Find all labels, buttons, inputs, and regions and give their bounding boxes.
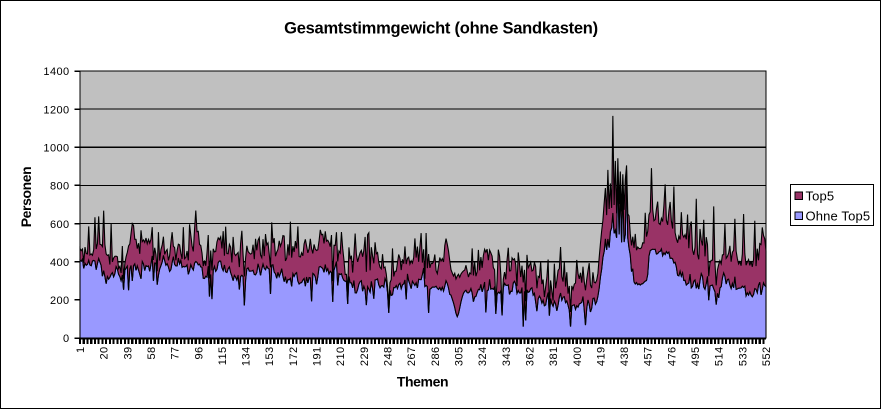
svg-text:Themen: Themen xyxy=(397,374,448,390)
svg-text:200: 200 xyxy=(50,295,70,307)
svg-text:495: 495 xyxy=(690,347,702,367)
svg-text:77: 77 xyxy=(170,347,182,360)
svg-text:514: 514 xyxy=(714,347,726,367)
svg-text:172: 172 xyxy=(288,347,300,367)
svg-text:533: 533 xyxy=(737,347,749,367)
svg-text:362: 362 xyxy=(524,347,536,367)
svg-text:153: 153 xyxy=(264,347,276,367)
svg-text:1200: 1200 xyxy=(43,104,69,116)
svg-text:324: 324 xyxy=(477,347,489,367)
svg-text:457: 457 xyxy=(643,347,655,367)
svg-text:229: 229 xyxy=(359,347,371,367)
svg-text:552: 552 xyxy=(761,347,773,367)
svg-text:248: 248 xyxy=(383,347,395,367)
svg-text:381: 381 xyxy=(548,347,560,367)
svg-text:600: 600 xyxy=(50,219,70,231)
svg-text:20: 20 xyxy=(99,347,111,360)
svg-text:800: 800 xyxy=(50,181,70,193)
svg-text:438: 438 xyxy=(619,347,631,367)
svg-text:400: 400 xyxy=(50,257,70,269)
svg-text:343: 343 xyxy=(501,347,513,367)
svg-text:134: 134 xyxy=(241,347,253,367)
svg-text:58: 58 xyxy=(146,347,158,360)
svg-text:1: 1 xyxy=(75,347,87,354)
svg-text:Gesamtstimmgewicht (ohne Sandk: Gesamtstimmgewicht (ohne Sandkasten) xyxy=(284,20,598,38)
svg-text:Ohne Top5: Ohne Top5 xyxy=(806,209,871,224)
svg-text:Top5: Top5 xyxy=(806,189,835,204)
svg-text:419: 419 xyxy=(595,347,607,367)
svg-text:400: 400 xyxy=(572,347,584,367)
svg-text:39: 39 xyxy=(122,347,134,360)
svg-text:1400: 1400 xyxy=(43,66,69,78)
svg-text:96: 96 xyxy=(193,347,205,360)
svg-text:1000: 1000 xyxy=(43,142,69,154)
svg-text:210: 210 xyxy=(335,347,347,367)
svg-text:Personen: Personen xyxy=(18,167,34,228)
svg-text:0: 0 xyxy=(63,333,70,345)
svg-text:286: 286 xyxy=(430,347,442,367)
svg-text:191: 191 xyxy=(312,347,324,367)
svg-text:305: 305 xyxy=(453,347,465,367)
svg-text:115: 115 xyxy=(217,347,229,366)
svg-text:267: 267 xyxy=(406,347,418,367)
svg-text:476: 476 xyxy=(666,347,678,367)
